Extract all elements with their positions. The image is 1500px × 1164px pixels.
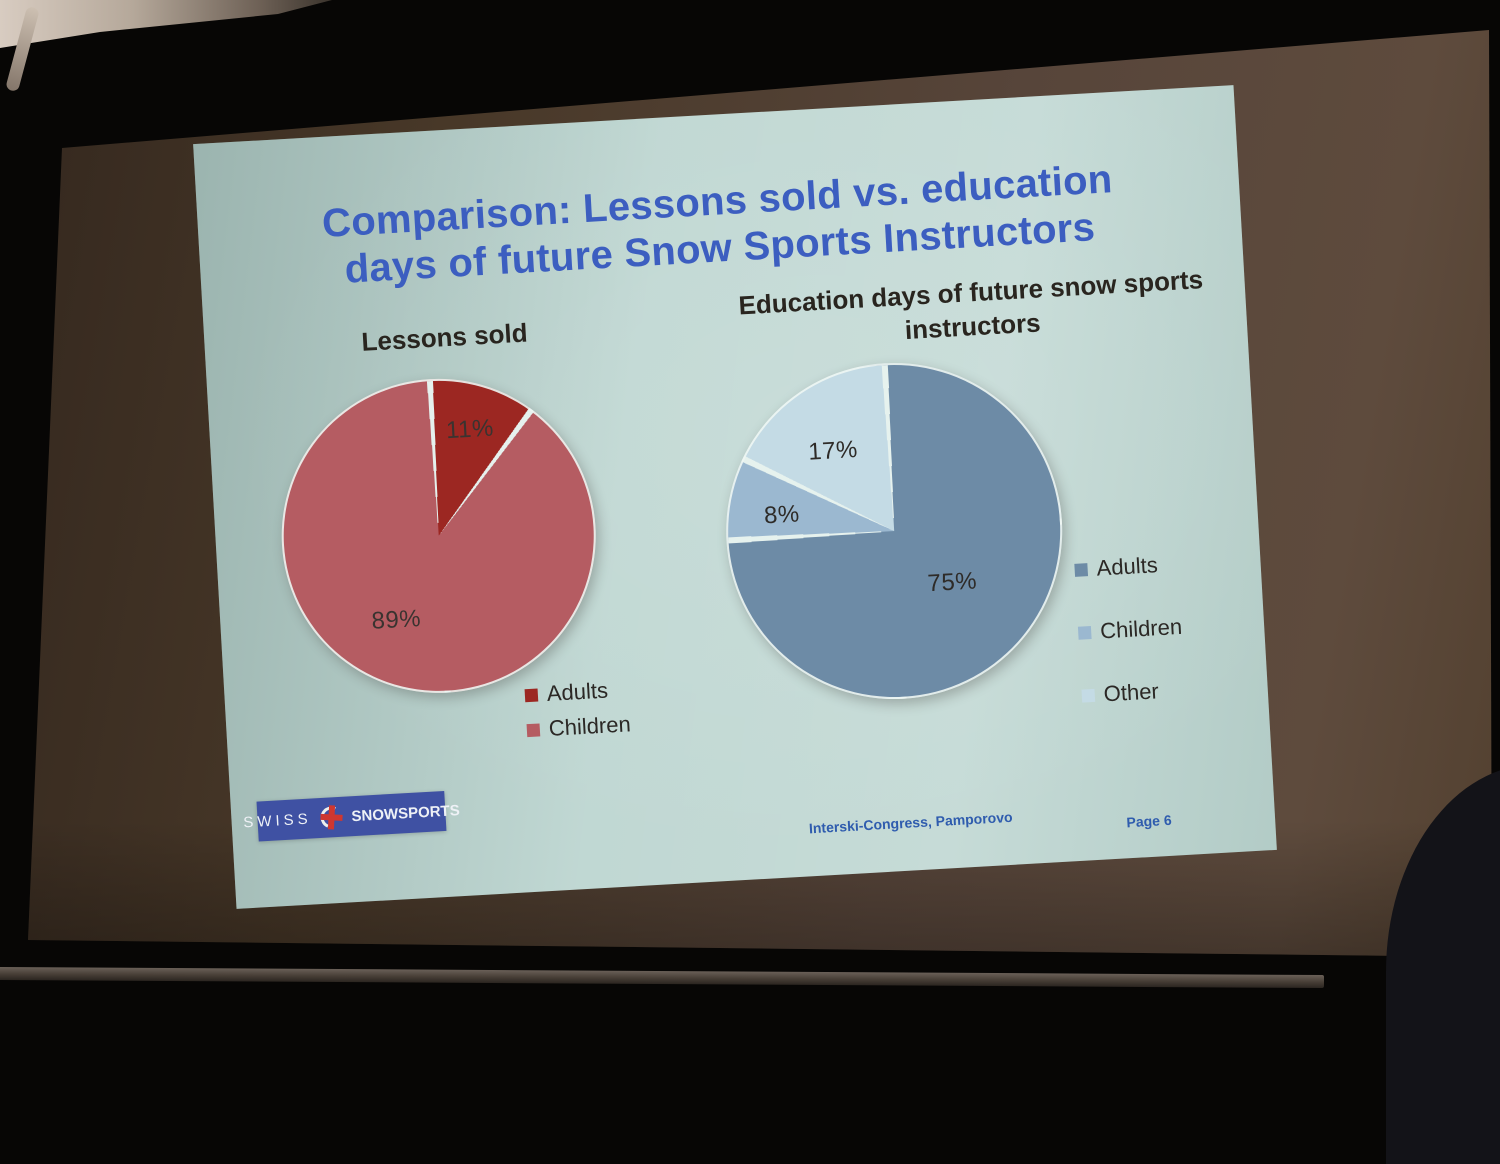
logo-word-swiss: SWISS <box>242 810 313 831</box>
pie-value-label-children: 89% <box>370 605 422 635</box>
legend-row-adults: Adults <box>1074 551 1179 583</box>
legend-label: Children <box>1099 613 1183 644</box>
legend-swatch-adults <box>1074 562 1089 577</box>
footer-congress-text: Interski-Congress, Pamporovo <box>808 808 1013 837</box>
pie-value-label-children: 8% <box>763 500 801 530</box>
legend-label: Adults <box>546 677 609 706</box>
pie-value-label-adults: 11% <box>445 414 495 445</box>
legend-label: Adults <box>1095 552 1159 581</box>
swiss-snowsports-logo: SWISS SNOWSPORTS <box>243 790 460 842</box>
legend-row-other: Other <box>1081 677 1186 709</box>
left-chart-title: Lessons sold <box>360 317 529 357</box>
pie-chart-lessons-sold: 11% 89% <box>273 370 605 702</box>
legend-row-adults: Adults <box>524 676 629 708</box>
legend-label: Children <box>548 711 632 741</box>
swiss-cross-skier-icon <box>317 803 346 832</box>
pie-value-label-adults: 75% <box>926 567 978 598</box>
pie-value-label-other: 17% <box>807 435 859 466</box>
right-chart-title: Education days of future snow sports ins… <box>737 264 1204 345</box>
left-pie-legend: Adults Children <box>524 676 632 752</box>
legend-swatch-children <box>1077 625 1092 640</box>
legend-swatch-other <box>1081 688 1096 703</box>
photo-of-projected-slide: { "slide": { "title_lines": [ "Compariso… <box>0 0 1500 1000</box>
emblem-cross <box>320 813 343 821</box>
legend-swatch-adults <box>524 688 539 702</box>
footer-page-number: Page 6 <box>1126 811 1173 831</box>
screen-roller-housing <box>0 0 332 48</box>
screen-bottom-rail <box>0 966 1325 989</box>
presentation-slide: Comparison: Lessons sold vs. education d… <box>193 85 1277 909</box>
legend-row-children: Children <box>1077 613 1183 646</box>
legend-label: Other <box>1103 678 1160 707</box>
legend-row-children: Children <box>526 711 631 743</box>
pie-chart-education-days: 75% 8% 17% <box>716 353 1072 709</box>
right-pie-legend: Adults Children Other <box>1074 551 1188 746</box>
logo-word-snowsports: SNOWSPORTS <box>351 801 461 825</box>
legend-swatch-children <box>526 722 541 737</box>
